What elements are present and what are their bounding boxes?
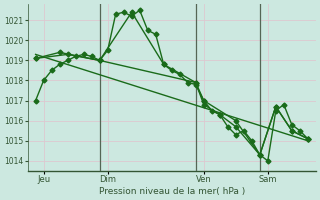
X-axis label: Pression niveau de la mer( hPa ): Pression niveau de la mer( hPa ) [99,187,245,196]
